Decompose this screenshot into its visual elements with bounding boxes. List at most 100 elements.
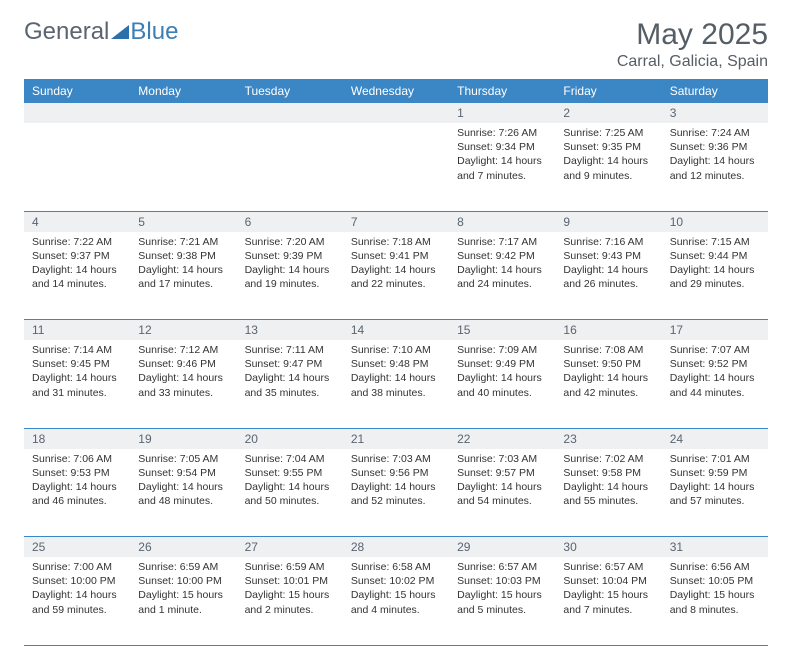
day-line-d1: Daylight: 14 hours [245, 480, 335, 494]
day-number-cell: 17 [662, 320, 768, 341]
day-number-cell: 11 [24, 320, 130, 341]
day-number-cell: 14 [343, 320, 449, 341]
day-line-ss: Sunset: 9:36 PM [670, 140, 760, 154]
day-line-d2: and 48 minutes. [138, 494, 228, 508]
day-number-cell: 26 [130, 537, 236, 558]
day-line-sr: Sunrise: 7:14 AM [32, 343, 122, 357]
day-line-d2: and 46 minutes. [32, 494, 122, 508]
day-cell-body: Sunrise: 6:59 AMSunset: 10:01 PMDaylight… [237, 557, 343, 623]
day-number-cell: 19 [130, 428, 236, 449]
day-line-ss: Sunset: 9:45 PM [32, 357, 122, 371]
logo-triangle-icon [111, 25, 129, 39]
day-cell: Sunrise: 7:22 AMSunset: 9:37 PMDaylight:… [24, 232, 130, 320]
day-line-ss: Sunset: 10:03 PM [457, 574, 547, 588]
day-line-d1: Daylight: 15 hours [457, 588, 547, 602]
day-line-d1: Daylight: 14 hours [245, 263, 335, 277]
day-line-ss: Sunset: 9:35 PM [563, 140, 653, 154]
day-line-d1: Daylight: 14 hours [457, 371, 547, 385]
day-line-sr: Sunrise: 6:56 AM [670, 560, 760, 574]
day-cell: Sunrise: 7:21 AMSunset: 9:38 PMDaylight:… [130, 232, 236, 320]
day-cell: Sunrise: 7:14 AMSunset: 9:45 PMDaylight:… [24, 340, 130, 428]
day-line-ss: Sunset: 9:47 PM [245, 357, 335, 371]
day-cell-body: Sunrise: 7:20 AMSunset: 9:39 PMDaylight:… [237, 232, 343, 298]
day-line-sr: Sunrise: 7:04 AM [245, 452, 335, 466]
day-line-d2: and 57 minutes. [670, 494, 760, 508]
daynum-row: 18192021222324 [24, 428, 768, 449]
day-cell [343, 123, 449, 211]
day-line-sr: Sunrise: 7:05 AM [138, 452, 228, 466]
day-number-cell: 2 [555, 103, 661, 123]
day-cell-body: Sunrise: 7:03 AMSunset: 9:56 PMDaylight:… [343, 449, 449, 515]
weekday-header: Friday [555, 79, 661, 103]
day-line-ss: Sunset: 9:43 PM [563, 249, 653, 263]
day-cell [130, 123, 236, 211]
day-number-cell: 4 [24, 211, 130, 232]
day-line-sr: Sunrise: 7:21 AM [138, 235, 228, 249]
day-cell-body: Sunrise: 7:01 AMSunset: 9:59 PMDaylight:… [662, 449, 768, 515]
day-cell: Sunrise: 7:04 AMSunset: 9:55 PMDaylight:… [237, 449, 343, 537]
day-line-sr: Sunrise: 7:15 AM [670, 235, 760, 249]
day-cell: Sunrise: 7:00 AMSunset: 10:00 PMDaylight… [24, 557, 130, 645]
day-line-d2: and 38 minutes. [351, 386, 441, 400]
day-line-d2: and 8 minutes. [670, 603, 760, 617]
day-line-d1: Daylight: 14 hours [245, 371, 335, 385]
day-line-d2: and 42 minutes. [563, 386, 653, 400]
weekday-header: Tuesday [237, 79, 343, 103]
day-line-sr: Sunrise: 7:03 AM [351, 452, 441, 466]
day-line-d2: and 29 minutes. [670, 277, 760, 291]
day-line-d1: Daylight: 14 hours [351, 263, 441, 277]
day-line-d1: Daylight: 14 hours [138, 263, 228, 277]
day-line-ss: Sunset: 9:54 PM [138, 466, 228, 480]
day-line-ss: Sunset: 9:46 PM [138, 357, 228, 371]
day-line-d2: and 7 minutes. [457, 169, 547, 183]
day-line-d2: and 9 minutes. [563, 169, 653, 183]
day-line-ss: Sunset: 9:50 PM [563, 357, 653, 371]
day-line-ss: Sunset: 9:59 PM [670, 466, 760, 480]
day-cell-body: Sunrise: 7:10 AMSunset: 9:48 PMDaylight:… [343, 340, 449, 406]
day-number-cell [130, 103, 236, 123]
day-cell: Sunrise: 7:07 AMSunset: 9:52 PMDaylight:… [662, 340, 768, 428]
weekday-header: Sunday [24, 79, 130, 103]
day-number-cell [343, 103, 449, 123]
day-cell-body: Sunrise: 7:26 AMSunset: 9:34 PMDaylight:… [449, 123, 555, 189]
day-cell-body: Sunrise: 7:24 AMSunset: 9:36 PMDaylight:… [662, 123, 768, 189]
weekday-header: Thursday [449, 79, 555, 103]
day-line-sr: Sunrise: 6:57 AM [457, 560, 547, 574]
day-cell: Sunrise: 6:58 AMSunset: 10:02 PMDaylight… [343, 557, 449, 645]
day-cell: Sunrise: 7:15 AMSunset: 9:44 PMDaylight:… [662, 232, 768, 320]
day-line-d2: and 31 minutes. [32, 386, 122, 400]
day-number-cell: 22 [449, 428, 555, 449]
day-number-cell: 18 [24, 428, 130, 449]
day-line-d2: and 7 minutes. [563, 603, 653, 617]
day-cell: Sunrise: 6:59 AMSunset: 10:00 PMDaylight… [130, 557, 236, 645]
day-line-ss: Sunset: 9:48 PM [351, 357, 441, 371]
calendar-table: SundayMondayTuesdayWednesdayThursdayFrid… [24, 79, 768, 646]
logo-text-general: General [24, 18, 109, 46]
day-line-d1: Daylight: 14 hours [351, 371, 441, 385]
day-number-cell: 8 [449, 211, 555, 232]
day-number-cell: 10 [662, 211, 768, 232]
day-cell: Sunrise: 7:25 AMSunset: 9:35 PMDaylight:… [555, 123, 661, 211]
day-line-d2: and 12 minutes. [670, 169, 760, 183]
day-cell: Sunrise: 7:11 AMSunset: 9:47 PMDaylight:… [237, 340, 343, 428]
day-cell: Sunrise: 7:26 AMSunset: 9:34 PMDaylight:… [449, 123, 555, 211]
day-line-d1: Daylight: 14 hours [670, 371, 760, 385]
day-line-ss: Sunset: 9:41 PM [351, 249, 441, 263]
day-cell-body: Sunrise: 7:21 AMSunset: 9:38 PMDaylight:… [130, 232, 236, 298]
day-line-sr: Sunrise: 7:12 AM [138, 343, 228, 357]
daynum-row: 123 [24, 103, 768, 123]
day-line-ss: Sunset: 9:34 PM [457, 140, 547, 154]
day-line-d2: and 52 minutes. [351, 494, 441, 508]
day-number-cell: 7 [343, 211, 449, 232]
daynum-row: 11121314151617 [24, 320, 768, 341]
day-number-cell: 21 [343, 428, 449, 449]
content-row: Sunrise: 7:06 AMSunset: 9:53 PMDaylight:… [24, 449, 768, 537]
day-line-d1: Daylight: 14 hours [563, 154, 653, 168]
day-line-sr: Sunrise: 6:59 AM [138, 560, 228, 574]
day-cell: Sunrise: 7:20 AMSunset: 9:39 PMDaylight:… [237, 232, 343, 320]
day-line-d2: and 44 minutes. [670, 386, 760, 400]
day-line-ss: Sunset: 9:37 PM [32, 249, 122, 263]
day-line-sr: Sunrise: 7:06 AM [32, 452, 122, 466]
day-line-sr: Sunrise: 6:58 AM [351, 560, 441, 574]
day-line-d2: and 55 minutes. [563, 494, 653, 508]
